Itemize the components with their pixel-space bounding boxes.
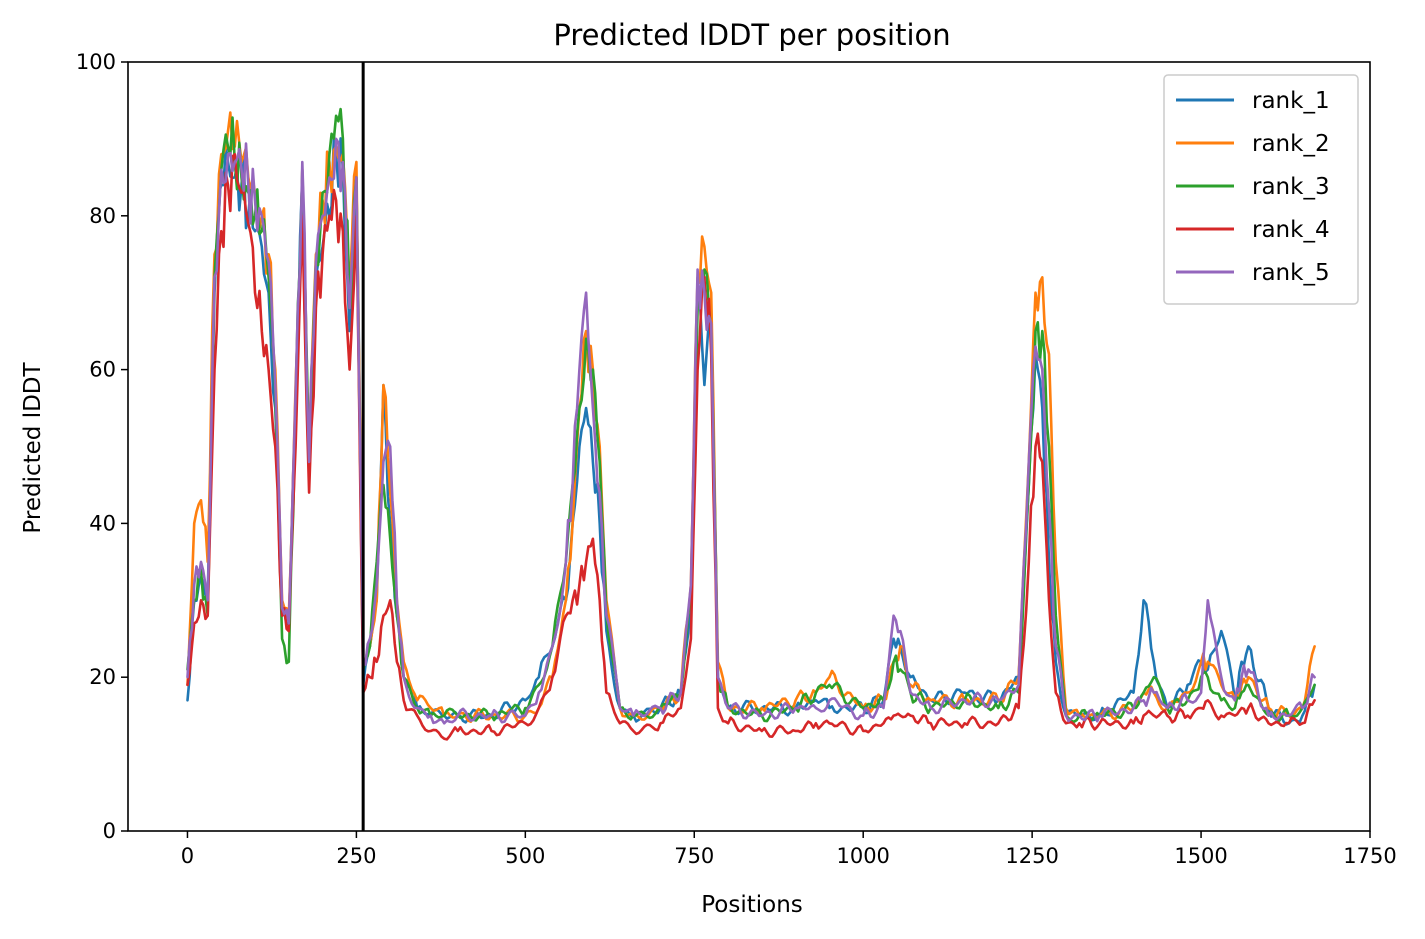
x-tick-label: 1000: [836, 844, 889, 868]
legend-label-rank_1: rank_1: [1252, 88, 1330, 114]
y-tick-label: 60: [89, 358, 116, 382]
chart-title: Predicted lDDT per position: [553, 18, 950, 52]
legend-label-rank_3: rank_3: [1252, 174, 1330, 200]
y-axis-label: Predicted lDDT: [20, 361, 46, 533]
x-tick-label: 0: [181, 844, 194, 868]
x-axis-label: Positions: [701, 892, 803, 918]
y-axis: 0 20 40 60 80 100: [76, 50, 128, 843]
legend-box: [1163, 74, 1359, 305]
x-tick-label: 250: [336, 844, 376, 868]
x-axis: 0 250 500 750 1000 1250 1500 1750: [181, 831, 1397, 868]
series-line-rank_5: [186, 137, 1316, 725]
legend-label-rank_2: rank_2: [1252, 131, 1330, 157]
x-tick-label: 1750: [1343, 844, 1396, 868]
x-tick-label: 1250: [1005, 844, 1058, 868]
y-tick-label: 80: [89, 204, 116, 228]
y-tick-label: 0: [103, 819, 116, 843]
y-tick-label: 100: [76, 50, 116, 74]
x-tick-label: 500: [505, 844, 545, 868]
axes-frame: [127, 61, 1371, 832]
x-tick-label: 1500: [1174, 844, 1227, 868]
plot-area: [127, 61, 1371, 832]
legend-label-rank_5: rank_5: [1252, 260, 1330, 286]
y-tick-label: 40: [89, 511, 116, 535]
legend: rank_1 rank_2 rank_3 rank_4 rank_5: [1163, 74, 1359, 305]
y-tick-label: 20: [89, 665, 116, 689]
x-tick-label: 750: [674, 844, 714, 868]
legend-label-rank_4: rank_4: [1252, 217, 1330, 243]
series-layer: [186, 107, 1316, 741]
